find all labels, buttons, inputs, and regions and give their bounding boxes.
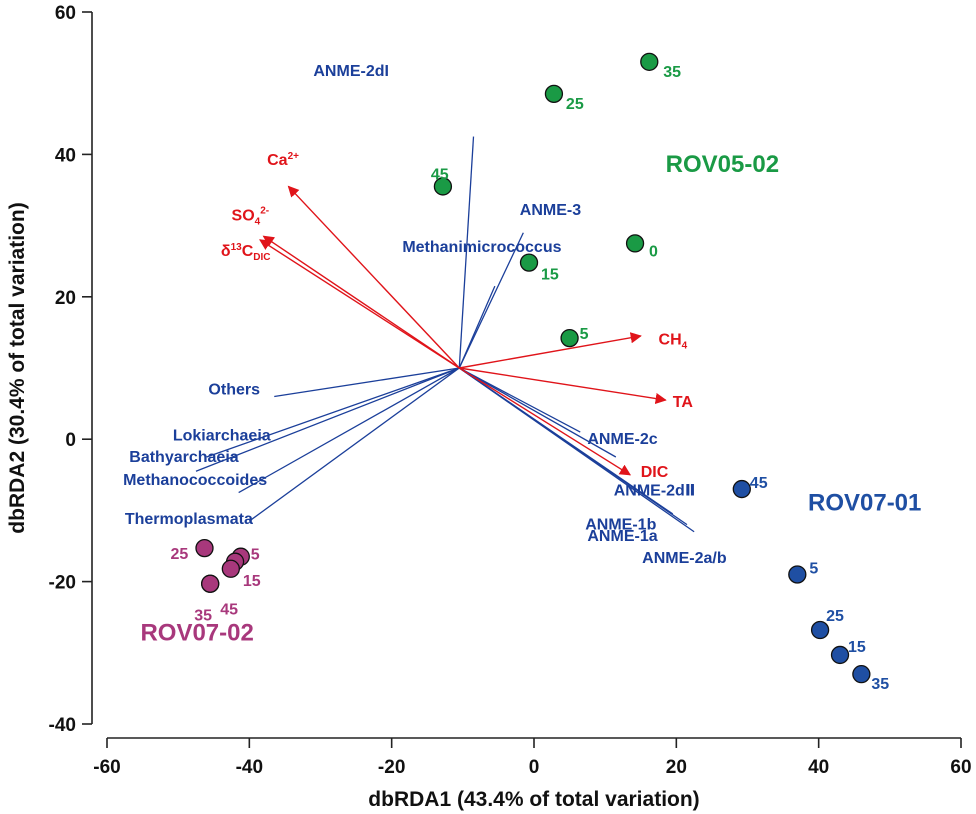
species-vector-line [458,232,524,369]
sample-point [519,253,539,272]
sample-point-label: 25 [826,608,844,625]
x-tick-label: -60 [93,757,120,778]
env-vector-arrow [262,235,460,369]
x-tick-label: 60 [950,757,971,778]
species-vector-label: ANME-1b [585,517,656,534]
species-vector-line [238,367,460,494]
env-vector-arrow [458,367,632,476]
y-tick-label: -40 [49,715,76,736]
species-vector-label: ANME-2dⅡ [614,482,696,499]
y-tick-label: 40 [55,145,76,166]
env-vector-label: CH4 [659,332,688,352]
env-vector-label: Ca2+ [267,151,299,169]
species-vector-line [458,367,695,533]
species-vector-label: ANME-2c [587,431,657,448]
sample-point [788,565,807,584]
species-vector-label: Thermoplasmata [125,511,253,528]
sample-point [640,52,659,71]
environmental-vectors: Ca2+ SO42- δ13CDIC CH4 TA DIC [221,151,693,481]
sample-point [221,559,240,578]
species-vector-label: Others [208,381,260,398]
sample-point-label: 45 [220,602,238,619]
sample-point-label: 5 [809,560,818,577]
sample-point-label: 5 [251,547,260,564]
sample-point [830,645,850,665]
env-vector-label: TA [673,394,694,411]
sample-point-label: 0 [649,243,658,260]
x-tick-label: 20 [666,757,687,778]
sample-point-label: 45 [431,166,449,183]
y-tick-label: 0 [65,430,76,451]
sample-point-label: 35 [194,608,212,625]
env-vector-label: SO42- [232,206,270,228]
sample-point [195,538,214,558]
sample-point-label: 45 [750,475,768,492]
x-axis-title: dbRDA1 (43.4% of total variation) [368,788,699,811]
sample-point-label: 35 [663,64,681,81]
sample-point [810,620,830,640]
x-tick-label: 40 [808,757,829,778]
species-vector-line [274,367,460,398]
sample-point-label: 25 [170,546,188,563]
env-vector-arrow [459,367,667,405]
x-tick-label: -20 [378,757,405,778]
x-tick-label: 0 [529,757,540,778]
species-vectors: ANME-2dI ANME-3 Methanimicrococcus Others Lo… [123,63,727,567]
axes: -60 -40 -20 0 20 40 60 -40 -20 0 20 40 60 [49,3,972,778]
y-tick-label: -20 [49,573,76,594]
species-vector-label: Bathyarchaeia [129,449,238,466]
group-label: ROV07-02 [140,620,253,647]
species-vector-line [248,367,460,522]
x-tick-label: -40 [236,757,263,778]
sample-point [852,665,871,684]
species-vector-label: ANME-1a [587,528,657,545]
sample-point-label: 5 [580,326,589,343]
env-vector-arrow [459,332,642,369]
y-axis-ticks: -40 -20 0 20 40 60 [49,3,92,736]
y-axis-title: dbRDA2 (30.4% of total variation) [6,202,29,533]
sample-point-label: 15 [243,573,261,590]
sample-point [560,328,579,348]
env-vector-arrow [287,185,460,369]
species-vector-label: ANME-2a/b [642,550,727,567]
group-labels: ROV05-02 ROV07-01 ROV07-02 [140,151,921,646]
species-vector-line [458,367,581,433]
species-vector-line [458,367,617,458]
species-vector-line [195,367,460,472]
sample-point-label: 25 [566,96,584,113]
env-vector-arrow [259,239,460,369]
sample-point-label: 35 [871,676,889,693]
species-vector-label: Methanococcoides [123,472,267,489]
sample-point-label: 15 [541,267,559,284]
x-axis-ticks: -60 -40 -20 0 20 40 60 [93,738,972,778]
species-vector-label: ANME-2dI [313,63,389,80]
sample-point [544,84,564,104]
env-vector-label: δ13CDIC [221,242,271,263]
sample-point [201,574,220,593]
group-label: ROV05-02 [666,151,779,178]
sample-point [433,177,453,196]
y-tick-label: 60 [55,3,76,24]
group-label: ROV07-01 [808,489,921,516]
sample-point [625,234,645,253]
species-vector-label: Lokiarchaeia [173,428,271,445]
species-vector-line [458,285,496,369]
species-vector-label: ANME-3 [520,202,581,219]
y-tick-label: 20 [55,288,76,309]
sample-point-label: 15 [848,639,866,656]
species-vector-line [206,367,460,458]
env-vector-label: DIC [641,464,669,481]
sample-point [732,479,751,499]
species-vector-label: Methanimicrococcus [402,239,561,256]
species-vector-line [458,136,475,369]
